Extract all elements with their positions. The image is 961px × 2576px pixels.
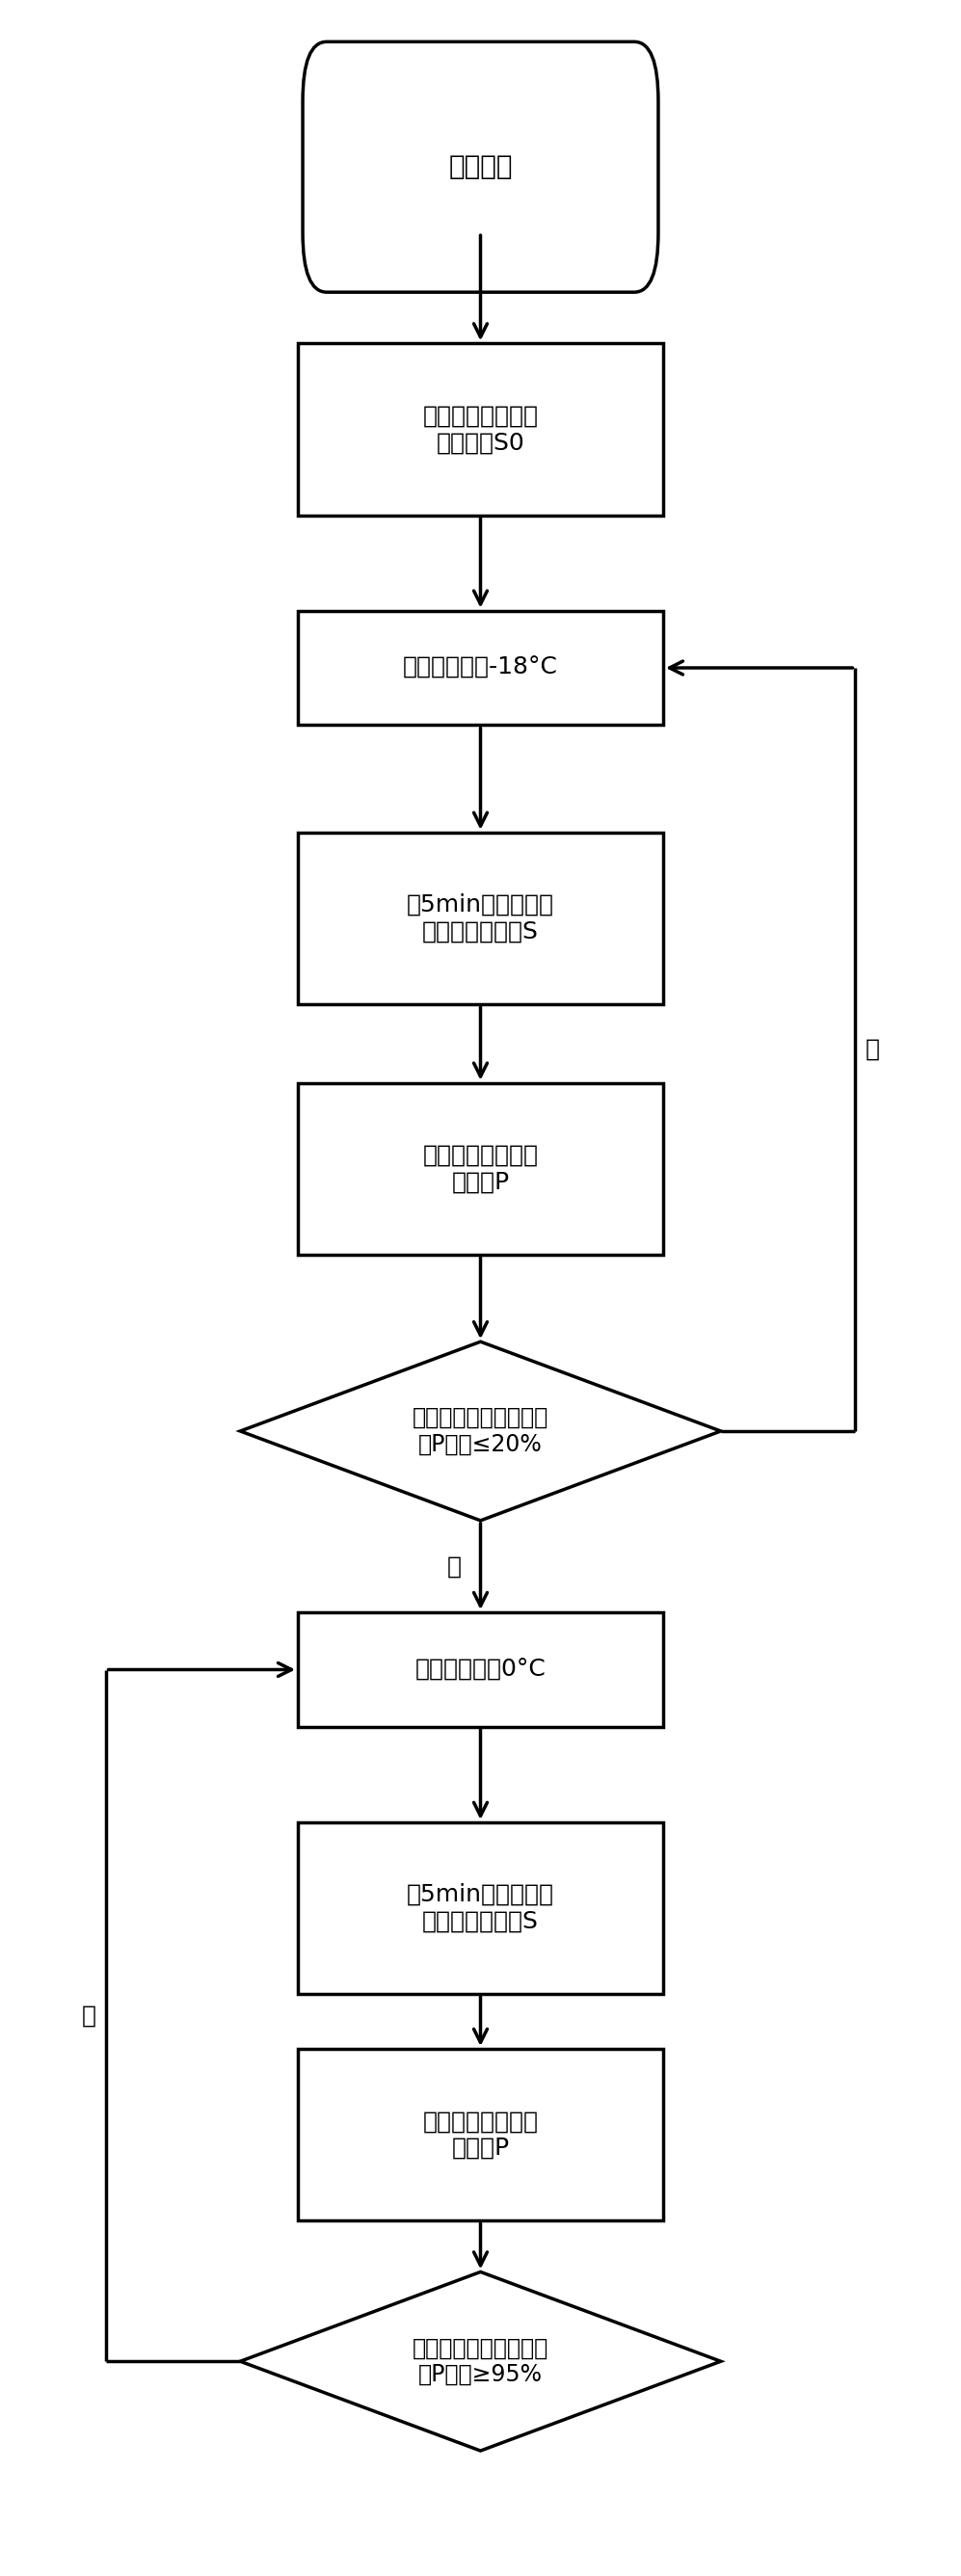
Text: 是: 是 — [447, 1556, 461, 1579]
Bar — [298, 832, 663, 1005]
Text: 检测食品初始气味
分子含量S0: 检测食品初始气味 分子含量S0 — [423, 404, 538, 453]
Text: 环境温度设置-18°C: 环境温度设置-18°C — [403, 657, 558, 680]
Text: 计算气味分子含量
百分比P: 计算气味分子含量 百分比P — [423, 2110, 538, 2159]
FancyBboxPatch shape — [303, 41, 658, 291]
Text: 计算气味分子含量
百分比P: 计算气味分子含量 百分比P — [423, 1144, 538, 1193]
Text: 每5min检测一次食
品气味分子含量S: 每5min检测一次食 品气味分子含量S — [407, 894, 554, 943]
Bar — [298, 1821, 663, 1994]
Polygon shape — [240, 2272, 721, 2450]
Text: 否: 否 — [865, 1038, 879, 1061]
Text: 放入肉类: 放入肉类 — [449, 155, 512, 180]
Bar — [298, 2048, 663, 2221]
Text: 环境温度设置0°C: 环境温度设置0°C — [415, 1659, 546, 1682]
Text: 否: 否 — [82, 2004, 96, 2027]
Text: 每5min检测一次食
品气味分子含量S: 每5min检测一次食 品气味分子含量S — [407, 1883, 554, 1932]
Polygon shape — [240, 1342, 721, 1520]
Bar — [298, 611, 663, 724]
Bar — [298, 1613, 663, 1726]
Text: 判断气味分子含量百分
比P是否≤20%: 判断气味分子含量百分 比P是否≤20% — [412, 1406, 549, 1455]
Text: 判断气味分子含量百分
比P是否≥95%: 判断气味分子含量百分 比P是否≥95% — [412, 2336, 549, 2385]
Bar — [298, 1082, 663, 1255]
Bar — [298, 343, 663, 515]
